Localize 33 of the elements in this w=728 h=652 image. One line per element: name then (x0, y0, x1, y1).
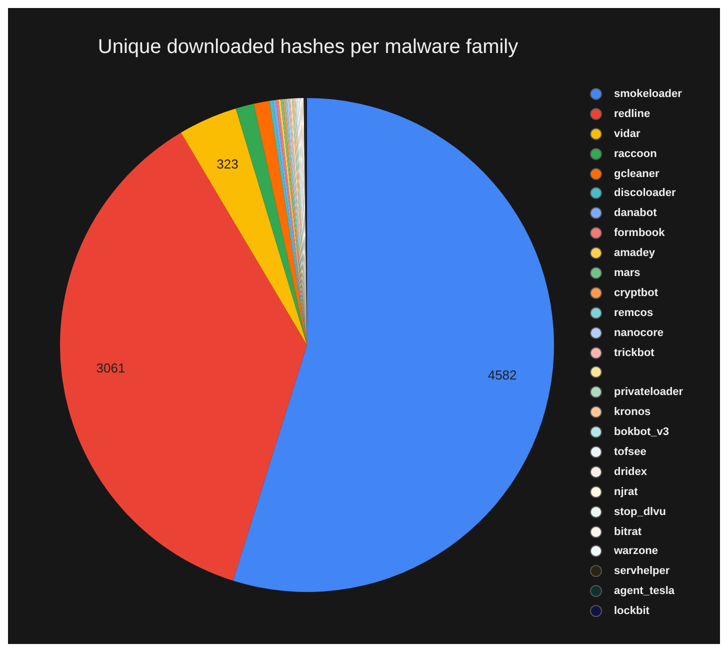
legend-label: privateloader (614, 386, 684, 398)
legend-label: gcleaner (614, 168, 660, 180)
legend-label: bokbot_v3 (614, 426, 670, 438)
legend-label: nanocore (614, 326, 664, 339)
pie-slice (60, 132, 307, 581)
legend-label: amadey (614, 247, 655, 260)
legend-label: discoloader (614, 187, 676, 200)
legend-label: smokeloader (614, 88, 682, 100)
legend-label: warzone (614, 545, 658, 558)
legend-label: raccoon (614, 148, 657, 160)
legend-label: mars (614, 266, 640, 279)
legend-label: danabot (614, 207, 657, 220)
chart-title: Unique downloaded hashes per malware family (96, 36, 520, 59)
data-label: 323 (216, 156, 238, 172)
legend-label: dridex (614, 466, 648, 478)
legend-label: formbook (614, 227, 665, 240)
legend-label: kronos (614, 406, 651, 418)
legend-label: servhelper (614, 565, 670, 578)
legend-label: cryptbot (614, 286, 658, 299)
legend-label: remcos (614, 306, 654, 319)
pie-slice (180, 108, 307, 345)
data-label: 3061 (96, 360, 126, 376)
legend-label: agent_tesla (614, 585, 675, 598)
legend-label: vidar (614, 128, 640, 140)
legend-label: tofsee (614, 446, 646, 458)
legend-label: njrat (614, 486, 638, 498)
legend-label: redline (614, 108, 650, 120)
legend-label: bitrat (614, 526, 642, 538)
data-label: 4582 (488, 367, 517, 382)
legend-label: trickbot (614, 346, 654, 359)
legend-label: stop_dlvu (614, 506, 666, 518)
pie-slice (254, 100, 307, 345)
legend-label: lockbit (614, 605, 650, 618)
